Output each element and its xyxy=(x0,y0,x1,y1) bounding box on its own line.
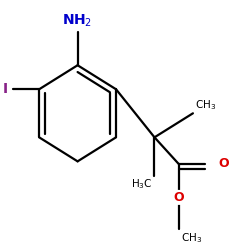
Text: O: O xyxy=(218,157,229,170)
Text: I: I xyxy=(3,82,8,96)
Text: CH$_3$: CH$_3$ xyxy=(181,231,202,245)
Text: H$_3$C: H$_3$C xyxy=(130,177,152,191)
Text: O: O xyxy=(173,191,184,204)
Text: NH$_2$: NH$_2$ xyxy=(62,13,93,29)
Text: CH$_3$: CH$_3$ xyxy=(195,98,216,112)
